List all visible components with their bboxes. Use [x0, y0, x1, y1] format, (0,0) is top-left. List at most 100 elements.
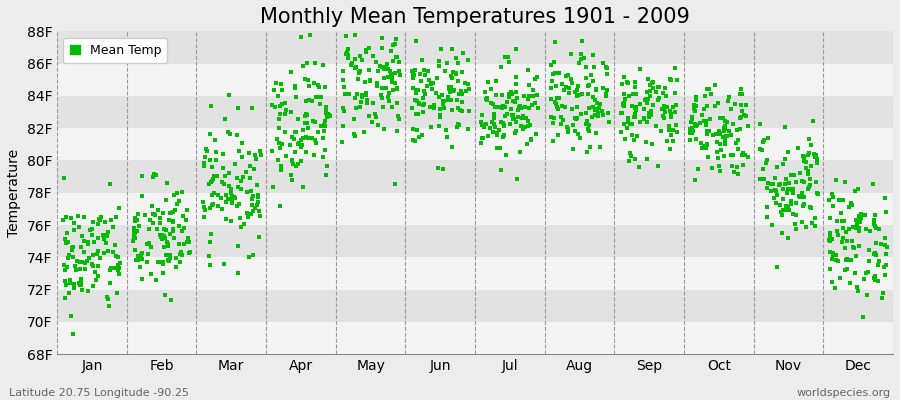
- Point: [228, 195, 242, 201]
- Point: [867, 251, 881, 257]
- Point: [792, 194, 806, 200]
- Point: [570, 115, 584, 121]
- Bar: [57, 193, 893, 225]
- Point: [196, 159, 211, 166]
- Point: [62, 290, 77, 296]
- Point: [274, 144, 288, 151]
- Point: [871, 258, 886, 264]
- Point: [652, 84, 666, 91]
- Point: [565, 146, 580, 152]
- Point: [197, 154, 211, 160]
- Point: [211, 202, 225, 209]
- Point: [312, 101, 327, 108]
- Point: [729, 140, 743, 146]
- Point: [866, 180, 880, 187]
- Point: [514, 123, 528, 129]
- Point: [314, 94, 328, 100]
- Point: [843, 200, 858, 206]
- Point: [660, 138, 674, 144]
- Point: [823, 230, 837, 237]
- Point: [418, 72, 432, 78]
- Point: [153, 232, 167, 238]
- Point: [595, 60, 609, 67]
- Point: [698, 144, 713, 151]
- Point: [86, 262, 101, 269]
- Point: [316, 62, 330, 68]
- Point: [319, 84, 333, 90]
- Point: [231, 184, 246, 191]
- Point: [765, 181, 779, 188]
- Point: [615, 81, 629, 87]
- Point: [796, 189, 810, 196]
- Point: [806, 118, 820, 124]
- Point: [404, 68, 419, 74]
- Point: [234, 224, 248, 230]
- Point: [245, 202, 259, 208]
- Point: [359, 90, 374, 97]
- Point: [385, 75, 400, 81]
- Point: [548, 98, 562, 105]
- Point: [760, 135, 775, 141]
- Point: [683, 130, 698, 136]
- Point: [842, 226, 856, 232]
- Point: [590, 112, 605, 119]
- Point: [436, 100, 450, 107]
- Point: [433, 112, 447, 118]
- Point: [878, 242, 893, 248]
- Point: [416, 95, 430, 101]
- Point: [238, 221, 252, 228]
- Point: [839, 257, 853, 263]
- Point: [622, 93, 636, 99]
- Point: [573, 135, 588, 142]
- Point: [764, 188, 778, 194]
- Point: [474, 135, 489, 141]
- Point: [112, 271, 126, 277]
- Point: [444, 97, 458, 103]
- Point: [384, 73, 399, 79]
- Point: [85, 232, 99, 238]
- Point: [421, 68, 436, 74]
- Point: [363, 77, 377, 83]
- Point: [493, 64, 508, 70]
- Point: [78, 266, 93, 272]
- Point: [574, 51, 589, 57]
- Point: [202, 205, 217, 211]
- Point: [72, 224, 86, 230]
- Point: [735, 150, 750, 156]
- Point: [419, 83, 434, 89]
- Point: [700, 141, 715, 147]
- Point: [456, 50, 471, 56]
- Point: [127, 234, 141, 240]
- Point: [764, 181, 778, 188]
- Point: [451, 105, 465, 111]
- Point: [722, 127, 736, 134]
- Point: [158, 226, 173, 233]
- Point: [205, 164, 220, 170]
- Point: [568, 128, 582, 134]
- Point: [243, 163, 257, 169]
- Point: [288, 129, 302, 135]
- Point: [357, 78, 372, 85]
- Point: [710, 138, 724, 145]
- Point: [699, 142, 714, 148]
- Point: [74, 282, 88, 288]
- Point: [496, 134, 510, 140]
- Point: [575, 38, 590, 44]
- Point: [803, 204, 817, 210]
- Point: [416, 109, 430, 116]
- Point: [362, 45, 376, 51]
- Point: [654, 128, 669, 134]
- Point: [629, 107, 643, 113]
- Point: [596, 85, 610, 92]
- Point: [830, 228, 844, 234]
- Point: [217, 261, 231, 267]
- Point: [336, 123, 350, 130]
- Point: [98, 219, 112, 225]
- Point: [478, 88, 492, 95]
- Point: [760, 204, 775, 210]
- Point: [169, 190, 184, 196]
- Point: [484, 100, 499, 106]
- Point: [498, 113, 512, 119]
- Point: [580, 148, 594, 155]
- Point: [668, 109, 682, 115]
